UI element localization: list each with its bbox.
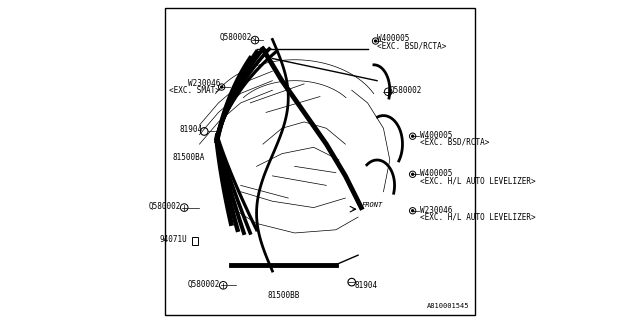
Text: W400005: W400005 (377, 34, 410, 43)
Text: 81904: 81904 (355, 281, 378, 290)
Text: 81500BA: 81500BA (173, 153, 205, 162)
Text: W230046: W230046 (420, 206, 452, 215)
Text: 81500BB: 81500BB (268, 291, 300, 300)
Text: W400005: W400005 (420, 169, 452, 178)
Text: 94071U: 94071U (159, 236, 187, 244)
Circle shape (221, 86, 223, 88)
Text: Q580002: Q580002 (148, 202, 181, 211)
Text: Q580002: Q580002 (188, 280, 220, 289)
Text: <EXC. H/L AUTO LEVELIZER>: <EXC. H/L AUTO LEVELIZER> (420, 212, 536, 222)
Text: <EXC. BSD/RCTA>: <EXC. BSD/RCTA> (377, 41, 447, 50)
Text: <EXC. H/L AUTO LEVELIZER>: <EXC. H/L AUTO LEVELIZER> (420, 176, 536, 185)
Circle shape (374, 40, 376, 42)
Circle shape (412, 135, 413, 137)
Circle shape (412, 173, 413, 175)
Text: 81904: 81904 (179, 125, 203, 134)
Bar (192, 237, 198, 245)
Text: <EXC. BSD/RCTA>: <EXC. BSD/RCTA> (420, 137, 490, 147)
Text: <EXC. SMAT>: <EXC. SMAT> (169, 86, 220, 95)
Text: FRONT: FRONT (361, 202, 383, 208)
Text: A810001545: A810001545 (427, 303, 469, 309)
Text: Q580002: Q580002 (220, 33, 252, 42)
Text: W400005: W400005 (420, 131, 452, 140)
Text: W230046: W230046 (188, 79, 220, 88)
Circle shape (412, 210, 413, 212)
Text: Q580002: Q580002 (390, 86, 422, 95)
